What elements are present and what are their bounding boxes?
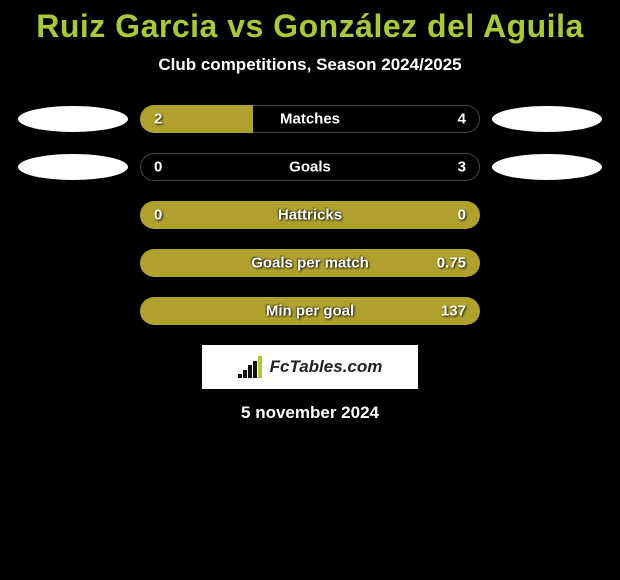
bar-left-fill [140, 297, 480, 325]
page-title: Ruiz Garcia vs González del Aguila [0, 8, 620, 45]
stat-row: 137Min per goal [0, 297, 620, 325]
stat-left-value: 0 [154, 159, 162, 176]
bar-left-fill [140, 105, 253, 133]
stat-right-value: 4 [458, 111, 466, 128]
stat-row: 0 3Goals [0, 153, 620, 181]
stat-row: 24Matches [0, 105, 620, 133]
brand-text: FcTables.com [270, 357, 383, 377]
player-left-marker [18, 154, 128, 180]
bar-left-fill [140, 249, 480, 277]
comparison-infographic: Ruiz Garcia vs González del Aguila Club … [0, 0, 620, 423]
stat-bar: 137Min per goal [140, 297, 480, 325]
stat-bar: 0.75Goals per match [140, 249, 480, 277]
spacer [492, 250, 602, 276]
spacer [492, 298, 602, 324]
player-left-marker [18, 106, 128, 132]
stats-rows: 24Matches 0 3Goals 00Hattricks 0.75Goals per… [0, 105, 620, 325]
stat-bar: 24Matches [140, 105, 480, 133]
stat-bar: 00Hattricks [140, 201, 480, 229]
player-right-marker [492, 106, 602, 132]
brand-badge: FcTables.com [202, 345, 418, 389]
player-right-marker [492, 154, 602, 180]
stat-row: 00Hattricks [0, 201, 620, 229]
spacer [18, 298, 128, 324]
footer-date: 5 november 2024 [0, 403, 620, 423]
brand-bars-icon [238, 356, 266, 378]
spacer [18, 250, 128, 276]
spacer [492, 202, 602, 228]
bar-left-fill [140, 201, 480, 229]
stat-right-value: 3 [458, 159, 466, 176]
stat-bar: 0 3Goals [140, 153, 480, 181]
stat-row: 0.75Goals per match [0, 249, 620, 277]
spacer [18, 202, 128, 228]
subtitle: Club competitions, Season 2024/2025 [0, 55, 620, 75]
stat-label: Goals [140, 159, 480, 176]
